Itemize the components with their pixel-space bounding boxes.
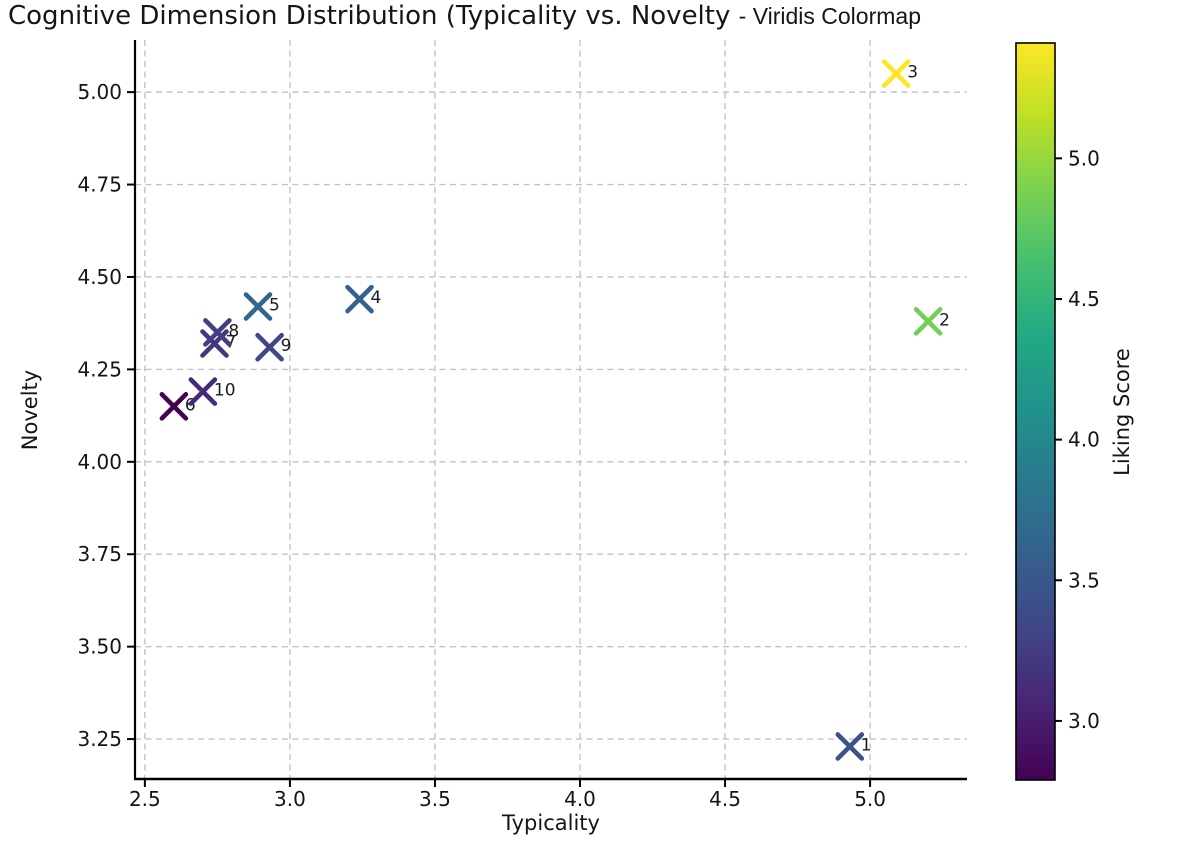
scatter-point-8 (203, 318, 232, 347)
y-axis-label: Novelty (18, 369, 42, 451)
x-tick-label: 5.0 (854, 787, 886, 811)
scatter-point-3 (881, 59, 911, 88)
colorbar-tick-label: 4.5 (1068, 287, 1100, 311)
colorbar-tick-label: 5.0 (1068, 146, 1100, 170)
point-annotation-8: 8 (228, 321, 239, 341)
x-tick-label: 3.5 (419, 787, 451, 811)
x-axis-label: Typicality (502, 811, 600, 835)
scatter-point-10 (188, 377, 218, 406)
colorbar-tick-label: 3.0 (1068, 709, 1100, 733)
colorbar (1015, 42, 1056, 781)
scatter-point-5 (243, 292, 273, 321)
scatter-point-1 (835, 732, 865, 761)
scatter-point-6 (159, 392, 189, 421)
colorbar-tick-label: 3.5 (1068, 568, 1100, 592)
scatter-point-2 (913, 307, 943, 336)
y-tick-label: 5.00 (77, 80, 122, 104)
point-annotation-3: 3 (907, 63, 918, 83)
point-annotation-1: 1 (861, 735, 872, 755)
x-tick-label: 3.0 (274, 787, 306, 811)
point-annotation-5: 5 (269, 296, 280, 316)
y-tick-label: 3.50 (77, 635, 122, 659)
colorbar-label: Liking Score (1110, 348, 1134, 476)
chart-title-main: Cognitive Dimension Distribution (Typica… (8, 1, 739, 31)
y-tick-label: 4.50 (77, 265, 122, 289)
y-tick-label: 3.75 (77, 542, 122, 566)
x-tick-label: 4.5 (709, 787, 741, 811)
x-tick-label: 4.0 (564, 787, 596, 811)
y-tick-label: 3.25 (77, 727, 122, 751)
y-tick-label: 4.25 (77, 357, 122, 381)
scatter-point-4 (345, 284, 374, 314)
colorbar-tick-label: 4.0 (1068, 428, 1100, 452)
point-annotation-4: 4 (371, 288, 382, 308)
point-annotation-10: 10 (214, 381, 236, 401)
point-annotation-9: 9 (281, 336, 292, 356)
chart-title: Cognitive Dimension Distribution (Typica… (8, 1, 1181, 31)
point-annotation-7: 7 (225, 333, 236, 353)
chart-title-suffix: - Viridis Colormap (738, 3, 921, 29)
x-tick-label: 2.5 (129, 787, 161, 811)
y-tick-label: 4.75 (77, 173, 122, 197)
point-annotation-2: 2 (939, 310, 950, 330)
scatter-point-9 (255, 332, 284, 362)
y-tick-label: 4.00 (77, 450, 122, 474)
